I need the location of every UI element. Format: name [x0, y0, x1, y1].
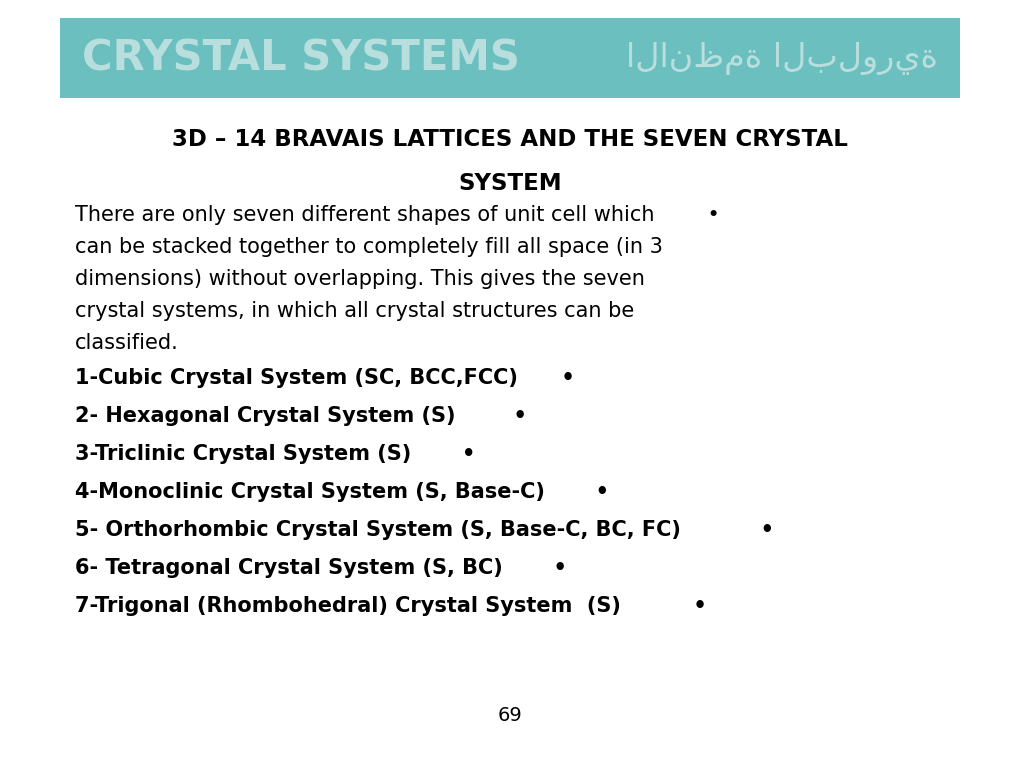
Text: 2- Hexagonal Crystal System (S)        •: 2- Hexagonal Crystal System (S) •	[75, 406, 527, 426]
Text: SYSTEM: SYSTEM	[458, 172, 561, 195]
Text: classified.: classified.	[75, 333, 178, 353]
Text: There are only seven different shapes of unit cell which        •: There are only seven different shapes of…	[75, 205, 719, 225]
Text: 3-Triclinic Crystal System (S)       •: 3-Triclinic Crystal System (S) •	[75, 444, 475, 464]
Text: 7-Trigonal (Rhombohedral) Crystal System  (S)          •: 7-Trigonal (Rhombohedral) Crystal System…	[75, 596, 706, 616]
Text: can be stacked together to completely fill all space (in 3: can be stacked together to completely fi…	[75, 237, 662, 257]
Text: 5- Orthorhombic Crystal System (S, Base-C, BC, FC)           •: 5- Orthorhombic Crystal System (S, Base-…	[75, 520, 773, 540]
Bar	[60, 18, 959, 98]
Text: CRYSTAL SYSTEMS: CRYSTAL SYSTEMS	[82, 37, 520, 79]
Text: 69: 69	[497, 706, 522, 725]
Text: 1-Cubic Crystal System (SC, BCC,FCC)      •: 1-Cubic Crystal System (SC, BCC,FCC) •	[75, 368, 574, 388]
Text: 6- Tetragonal Crystal System (S, BC)       •: 6- Tetragonal Crystal System (S, BC) •	[75, 558, 567, 578]
Text: dimensions) without overlapping. This gives the seven: dimensions) without overlapping. This gi…	[75, 269, 644, 289]
Text: 4-Monoclinic Crystal System (S, Base-C)       •: 4-Monoclinic Crystal System (S, Base-C) …	[75, 482, 608, 502]
Text: 3D – 14 BRAVAIS LATTICES AND THE SEVEN CRYSTAL: 3D – 14 BRAVAIS LATTICES AND THE SEVEN C…	[172, 128, 847, 151]
Text: الانظمة البلورية: الانظمة البلورية	[626, 41, 937, 74]
Text: crystal systems, in which all crystal structures can be: crystal systems, in which all crystal st…	[75, 301, 634, 321]
